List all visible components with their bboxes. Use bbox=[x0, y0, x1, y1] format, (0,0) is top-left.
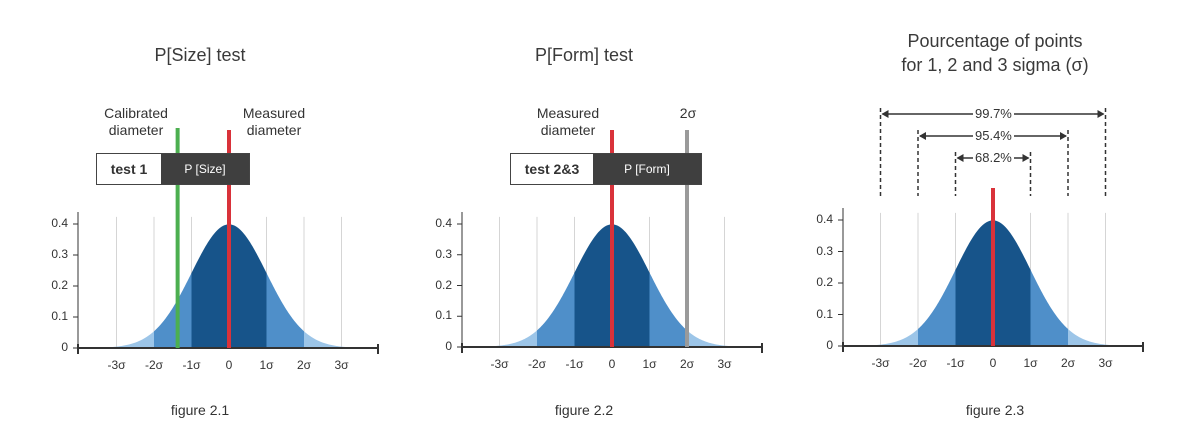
tail-area bbox=[843, 328, 918, 346]
panel-form-test: P[Form] test Measured diameter 2σ test 2… bbox=[384, 0, 784, 446]
x-tick-label: -1σ bbox=[182, 358, 201, 372]
arrow-left-icon bbox=[881, 110, 889, 118]
x-tick-label: 0 bbox=[225, 358, 233, 372]
figure-caption: figure 2.1 bbox=[170, 402, 230, 418]
y-tick-label: 0.3 bbox=[816, 243, 833, 258]
panel-title-line1: Pourcentage of points bbox=[907, 31, 1083, 51]
y-tick-label: 0 bbox=[826, 338, 833, 352]
tolerance-label: P [Size] bbox=[161, 154, 249, 184]
two-sigma-area bbox=[266, 272, 304, 348]
panel-title-line2: for 1, 2 and 3 sigma (σ) bbox=[901, 55, 1089, 75]
normal-curve-chart bbox=[838, 108, 1144, 352]
x-tick-label: 1σ bbox=[1023, 356, 1038, 370]
tail-area bbox=[1068, 328, 1143, 346]
x-tick-label: -1σ bbox=[565, 357, 584, 371]
x-tick-label: -2σ bbox=[527, 357, 547, 371]
two-sigma-area bbox=[154, 272, 192, 348]
y-tick-label: 0.1 bbox=[435, 308, 452, 323]
x-tick-label: 3σ bbox=[1098, 356, 1113, 370]
y-tick-label: 0.4 bbox=[816, 212, 833, 226]
y-tick-label: 0.4 bbox=[435, 216, 452, 230]
panel-size-test: P[Size] test Calibrated diameter Measure… bbox=[0, 0, 400, 446]
tail-area bbox=[462, 330, 537, 347]
figure-caption: figure 2.2 bbox=[554, 402, 614, 418]
y-tick-label: 0.3 bbox=[51, 247, 68, 261]
y-tick-label: 0 bbox=[61, 340, 68, 354]
tolerance-label: P [Form] bbox=[593, 154, 701, 184]
x-tick-label: -3σ bbox=[871, 356, 890, 370]
percentage-99-7: 99.7% bbox=[973, 106, 1014, 121]
x-tick-label: 0 bbox=[989, 356, 997, 370]
arrow-left-icon bbox=[919, 132, 926, 140]
x-tick-label: 1σ bbox=[259, 358, 274, 372]
tail-area bbox=[687, 330, 762, 347]
arrow-left-icon bbox=[956, 154, 964, 162]
x-tick-label: 2σ bbox=[296, 358, 312, 372]
x-tick-label: -3σ bbox=[107, 358, 126, 372]
x-tick-label: -2σ bbox=[144, 358, 164, 372]
x-tick-label: 0 bbox=[608, 357, 616, 371]
test-box: test 1 P [Size] bbox=[96, 153, 250, 185]
test-label: test 2&3 bbox=[511, 154, 593, 184]
x-tick-label: 3σ bbox=[334, 358, 349, 372]
y-tick-label: 0 bbox=[445, 339, 452, 353]
y-tick-label: 0.2 bbox=[816, 275, 833, 289]
percentage-95-4: 95.4% bbox=[973, 128, 1014, 143]
two-sigma-area bbox=[649, 272, 687, 347]
arrow-right-icon bbox=[1097, 110, 1105, 118]
two-sigma-area bbox=[918, 269, 956, 346]
x-tick-label: 3σ bbox=[717, 357, 732, 371]
percentage-68-2: 68.2% bbox=[973, 150, 1014, 165]
y-tick-label: 0.1 bbox=[816, 306, 833, 321]
x-tick-label: 1σ bbox=[642, 357, 657, 371]
panel-title: P[Size] test bbox=[154, 45, 246, 65]
tail-area bbox=[304, 331, 379, 348]
figure-caption: figure 2.3 bbox=[965, 402, 1025, 418]
two-sigma-area bbox=[537, 272, 575, 347]
test-box: test 2&3 P [Form] bbox=[510, 153, 702, 185]
arrow-right-icon bbox=[1060, 132, 1067, 140]
y-tick-label: 0.4 bbox=[51, 216, 68, 230]
x-tick-label: -1σ bbox=[946, 356, 965, 370]
two-sigma-area bbox=[1030, 269, 1068, 346]
two-sigma-label: 2σ bbox=[679, 105, 697, 121]
x-tick-label: 2σ bbox=[679, 357, 695, 371]
x-tick-label: -3σ bbox=[490, 357, 509, 371]
y-tick-label: 0.2 bbox=[435, 277, 452, 292]
measured-diameter-label: Measured diameter bbox=[242, 105, 306, 138]
arrow-right-icon bbox=[1022, 154, 1030, 162]
calibrated-diameter-label: Calibrated diameter bbox=[104, 105, 168, 138]
y-tick-label: 0.1 bbox=[51, 309, 68, 323]
panel-title: P[Form] test bbox=[534, 45, 633, 65]
x-tick-label: 2σ bbox=[1060, 356, 1076, 370]
test-label: test 1 bbox=[97, 154, 161, 184]
y-tick-label: 0.2 bbox=[51, 278, 68, 292]
measured-diameter-label: Measured diameter bbox=[536, 105, 600, 138]
x-tick-label: -2σ bbox=[908, 356, 928, 370]
y-tick-label: 0.3 bbox=[435, 246, 452, 261]
panel-sigma-percentages: Pourcentage of points for 1, 2 and 3 sig… bbox=[795, 0, 1195, 446]
tail-area bbox=[79, 331, 154, 348]
